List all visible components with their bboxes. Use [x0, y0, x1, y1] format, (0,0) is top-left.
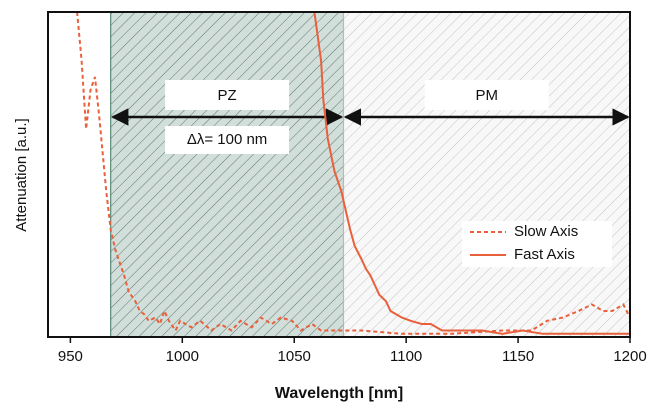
- plot-frame: [47, 11, 631, 338]
- annotation: Δλ= 100 nm: [187, 131, 267, 148]
- x-tick-label: 1050: [278, 348, 311, 365]
- region-label: PM: [475, 87, 498, 104]
- region-hatch: [110, 12, 344, 337]
- region-label-box: [424, 80, 549, 110]
- line-dashed: [76, 11, 631, 335]
- x-axis-label: Wavelength [nm]: [275, 385, 403, 402]
- x-tick-label: 950: [58, 348, 83, 365]
- region-label: PZ: [217, 87, 236, 104]
- legend-bg: [462, 221, 612, 244]
- x-tick-label: 1000: [166, 348, 199, 365]
- region-label-box: [165, 80, 290, 110]
- legend-label: Slow Axis: [514, 223, 578, 240]
- region-hatch: [343, 12, 630, 337]
- legend-bg: [462, 244, 612, 267]
- legend-label: Fast Axis: [514, 246, 575, 263]
- x-tick-label: 1100: [390, 348, 422, 365]
- x-tick-label: 1200: [613, 348, 646, 365]
- x-tick-label: 1150: [502, 348, 534, 365]
- line-solid: [313, 11, 630, 335]
- y-axis-label: Attenuation [a.u.]: [13, 118, 30, 231]
- annotation-box: [165, 126, 290, 154]
